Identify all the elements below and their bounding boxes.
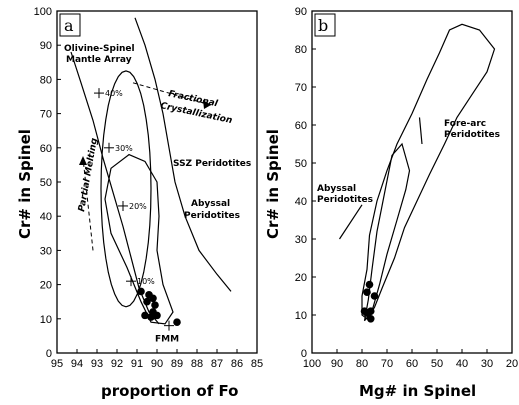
peridotites-label-b1: Peridotites [444,130,500,140]
panel-b-y-tick-label: 60 [295,120,307,132]
panel-a-y-tick-label: 60 [40,143,52,155]
abyssal-label-a: Abyssal [191,199,230,209]
data-point [141,311,149,320]
panel-a-ticks: 95 94 93 92 91 90 89 88 87 86 85 0 10 20 30 40 50 60 70 80 9… [34,6,263,370]
melting-mark-label: 10% [137,277,155,286]
fore-arc-leader-line [418,117,423,145]
panel-b: b 100 90 80 70 60 50 40 30 20 0 10 20 30 40 50 60 70 80 90… [264,6,518,400]
peridotites-label-a: Peridotites [184,211,240,221]
olivine-spinel-label: Olivine-Spinel [64,44,135,54]
panel-b-label: b [318,16,328,35]
panel-a-x-tick-label: 89 [171,358,183,370]
panel-b-x-tick-label: 50 [431,358,443,370]
panel-a-x-tick-label: 90 [151,358,163,370]
panel-a-x-tick-label: 85 [251,358,263,370]
panel-a: a 95 94 93 92 91 90 89 88 87 86 85 0 10 20 30 40 50 60 70 8… [16,6,263,400]
panel-b-y-tick-label: 10 [295,310,307,322]
panel-b-y-tick-label: 90 [295,6,307,18]
abyssal-peridotites-field-b [363,142,411,322]
mantle-array-label: Mantle Array [66,55,132,65]
melting-mark-label: 30% [115,144,133,153]
data-point [137,287,145,296]
panel-b-y-tick-label: 80 [295,44,307,56]
panel-b-x-tick-label: 40 [456,358,468,370]
panel-b-y-tick-label: 20 [295,272,307,284]
panel-b-label-box [314,13,336,37]
panel-a-x-tick-label: 91 [131,358,143,370]
abyssal-leader-line [338,204,363,240]
data-point [364,309,373,317]
panel-a-x-tick-label: 88 [191,358,203,370]
panel-b-x-tick-label: 80 [356,358,368,370]
fore-arc-label: Fore-arc [444,119,486,129]
panel-a-points [137,287,181,327]
melting-mark-label: 40% [105,89,123,98]
peridotites-label-b2: Peridotites [317,195,373,205]
panel-b-frame [311,10,513,354]
fmm-label: FMM [155,335,179,345]
abyssal-peridotites-field [104,153,174,325]
panel-a-x-tick-label: 94 [71,358,83,370]
panel-b-x-axis-label: Mg# in Spinel [359,382,476,400]
panel-a-y-axis-label: Cr# in Spinel [16,129,34,239]
panel-a-y-tick-label: 70 [40,109,52,121]
data-point [149,308,157,316]
panel-a-melting-marks: 40% 30% 20% 10% FMM [94,88,179,345]
ssz-peridotites-field [100,70,152,308]
partial-melting-arrow [82,158,94,251]
panel-a-y-tick-label: 10 [40,314,52,326]
panel-a-x-axis-label: proportion of Fo [101,382,238,400]
panel-b-x-tick-label: 70 [381,358,393,370]
panel-b-fields [338,23,496,322]
panel-a-y-tick-label: 20 [40,280,52,292]
data-point [365,280,374,289]
panel-b-y-tick-label: 50 [295,158,307,170]
data-point [143,297,151,306]
panel-a-x-tick-label: 92 [111,358,123,370]
panel-b-x-tick-label: 20 [506,358,518,370]
panel-a-y-tick-label: 90 [40,40,52,52]
panel-b-y-tick-label: 40 [295,196,307,208]
data-point [370,292,379,300]
panel-a-label: a [64,16,74,35]
panel-a-x-tick-label: 86 [231,358,243,370]
ssz-peridotites-label: SSZ Peridotites [173,159,251,169]
panel-b-x-tick-label: 30 [481,358,493,370]
panel-a-y-tick-label: 30 [40,245,52,257]
abyssal-label-b: Abyssal [317,184,356,194]
panel-a-x-tick-label: 93 [91,358,103,370]
panel-a-y-tick-label: 100 [34,6,52,18]
data-point [151,301,159,309]
panel-b-x-tick-label: 100 [303,358,321,370]
partial-melting-arrow-head [79,156,87,166]
data-point [173,318,181,327]
panel-a-label-box [59,13,81,37]
panel-a-y-tick-label: 0 [46,348,52,360]
panel-b-points [360,280,379,323]
panel-a-fields [70,17,232,325]
panel-b-y-axis-label: Cr# in Spinel [264,129,282,239]
melting-mark-label: 20% [129,202,147,211]
panel-a-y-tick-label: 50 [40,177,52,189]
mantle-array-right-bound [134,17,232,292]
data-point [363,288,371,297]
panel-b-y-tick-label: 0 [301,348,307,360]
fore-arc-peridotites-field [361,23,496,320]
panel-a-x-tick-label: 95 [51,358,63,370]
panel-b-x-tick-label: 60 [406,358,418,370]
panel-a-y-tick-label: 40 [40,211,52,223]
panel-b-ticks: 100 90 80 70 60 50 40 30 20 0 10 20 30 40 50 60 70 80 90 [295,6,518,370]
panel-b-y-tick-label: 30 [295,234,307,246]
panel-b-x-tick-label: 90 [331,358,343,370]
panel-a-x-tick-label: 87 [211,358,223,370]
fractional-arrow-head [203,100,211,110]
panel-b-y-tick-label: 70 [295,82,307,94]
data-point [366,315,375,323]
partial-melting-label: Partial Melting [77,137,100,213]
panel-a-y-tick-label: 80 [40,74,52,86]
data-point [145,291,153,299]
